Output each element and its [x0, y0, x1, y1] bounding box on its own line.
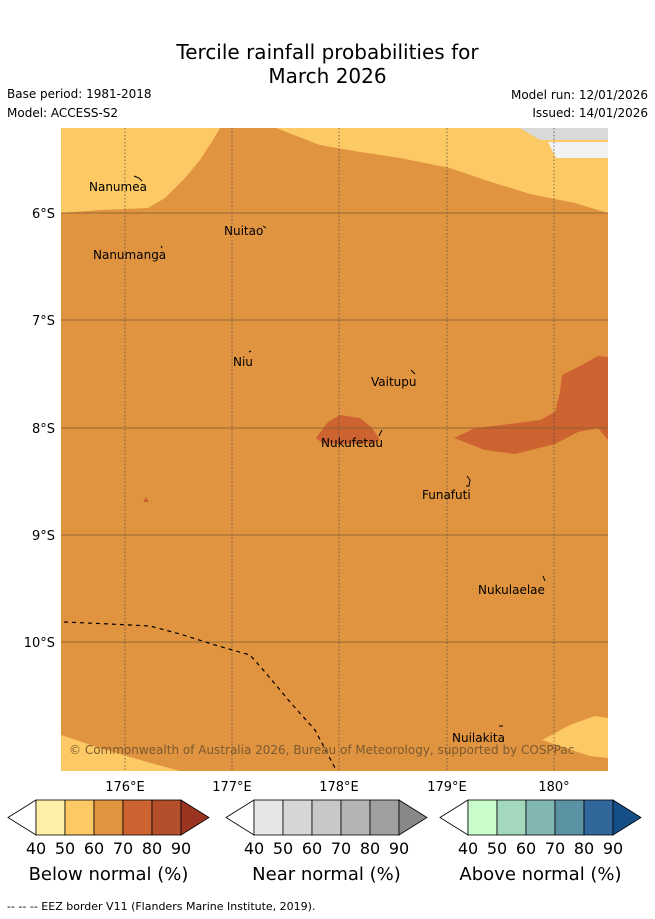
place-label-nuitao: Nuitao: [224, 224, 263, 238]
eez-border: [63, 621, 336, 769]
map-fill-layer: [61, 128, 608, 771]
region-50-60-top-right: [276, 128, 608, 213]
region-50-60-bottom-left: [61, 735, 180, 771]
region-50-60-bottom-right: [542, 716, 608, 758]
island-mark-nukufetau: [378, 429, 383, 437]
legend-arrow-low: [225, 799, 255, 836]
place-label-nanumea: Nanumea: [89, 180, 147, 194]
copyright-notice: © Commonwealth of Australia 2026, Bureau…: [69, 743, 574, 757]
legend-tick-label: 50: [55, 839, 75, 858]
legend-near-normal: 40 50 60 70 80 90 Near normal (%): [225, 799, 428, 885]
legend-tick-label: 80: [574, 839, 594, 858]
island-mark-niu: [248, 350, 252, 353]
legend-tick-label: 40: [26, 839, 46, 858]
region-70-80-nukufetau: [316, 415, 380, 444]
island-mark-nanumea: [133, 175, 143, 182]
rainfall-map: Nanumea Nuitao Nanumanga Niu Vaitupu Nuk…: [24, 128, 608, 795]
legend-swatch: [369, 799, 400, 836]
legend-tick-label: 60: [302, 839, 322, 858]
legend-tick-label: 50: [273, 839, 293, 858]
legend-swatch: [64, 799, 95, 836]
legend-swatch: [122, 799, 153, 836]
legend-tick-label: 60: [84, 839, 104, 858]
legend-tick-label: 70: [545, 839, 565, 858]
place-label-nanumanga: Nanumanga: [93, 248, 166, 262]
region-near-normal-strip: [548, 142, 608, 158]
legend-tick-label: 70: [113, 839, 133, 858]
legend-title: Near normal (%): [252, 864, 401, 885]
place-label-funafuti: Funafuti: [422, 488, 471, 502]
legend-arrow-high: [398, 799, 428, 836]
eez-footnote: -- -- -- EEZ border V11 (Flanders Marine…: [7, 900, 316, 913]
legend-swatch: [496, 799, 527, 836]
island-mark-nuitao: [262, 225, 267, 229]
legend-tick-label: 90: [389, 839, 409, 858]
island-mark-vaitupu: [410, 369, 416, 375]
legend-above-normal: 40 50 60 70 80 90 Above normal (%): [439, 799, 642, 885]
place-label-nuilakita: Nuilakita: [452, 731, 505, 745]
legend-title: Below normal (%): [29, 864, 189, 885]
legend-swatch: [554, 799, 585, 836]
legend-below-normal: 40 50 60 70 80 90 Below normal (%): [7, 799, 210, 885]
legend-arrow-high: [612, 799, 642, 836]
longitude-labels: 176°E 177°E 178°E 179°E 180°: [105, 780, 569, 795]
latitude-labels: 6°S 7°S 8°S 9°S 10°S: [24, 207, 55, 651]
colorbar-legends: 40 50 60 70 80 90 Below normal (%) 40 50 60 70 80 90…: [7, 799, 642, 885]
region-50-60-top-left: [61, 128, 220, 213]
place-labels: Nanumea Nuitao Nanumanga Niu Vaitupu Nuk…: [89, 180, 545, 745]
model-run: Model run: 12/01/2026: [510, 88, 648, 102]
legend-swatch: [467, 799, 498, 836]
legend-arrow-low: [7, 799, 37, 836]
lon-label-176e: 176°E: [105, 780, 145, 795]
legend-swatch: [311, 799, 342, 836]
legend-tick-label: 60: [516, 839, 536, 858]
legend-tick-label: 40: [244, 839, 264, 858]
island-marks: [133, 175, 546, 727]
map-title: Tercile rainfall probabilities for March…: [0, 40, 655, 88]
region-near-normal-corner: [520, 128, 608, 140]
place-label-nukufetau: Nukufetau: [321, 436, 383, 450]
lat-label-10s: 10°S: [24, 636, 55, 651]
island-mark-nukulaelae: [542, 575, 546, 582]
title-line-2: March 2026: [268, 64, 387, 88]
legend-arrow-high: [180, 799, 210, 836]
base-period: Base period: 1981-2018: [7, 87, 152, 101]
place-label-niu: Niu: [233, 355, 253, 369]
legend-title: Above normal (%): [459, 864, 621, 885]
place-label-vaitupu: Vaitupu: [371, 375, 417, 389]
legend-swatch: [93, 799, 124, 836]
lon-label-178e: 178°E: [319, 780, 359, 795]
place-label-nukulaelae: Nukulaelae: [478, 583, 545, 597]
legend-swatch: [253, 799, 284, 836]
legend-swatch: [282, 799, 313, 836]
lon-label-179e: 179°E: [427, 780, 467, 795]
region-70-80-east: [454, 356, 608, 454]
legend-tick-label: 90: [171, 839, 191, 858]
island-mark-nanumanga: [160, 245, 163, 249]
model-name: Model: ACCESS-S2: [7, 106, 119, 120]
lon-label-177e: 177°E: [212, 780, 252, 795]
legend-tick-label: 80: [142, 839, 162, 858]
legend-tick-label: 70: [331, 839, 351, 858]
region-70-80-dot: [143, 497, 149, 502]
lat-label-6s: 6°S: [32, 207, 55, 222]
lon-label-180: 180°: [538, 780, 569, 795]
lat-label-7s: 7°S: [32, 314, 55, 329]
legend-swatch: [525, 799, 556, 836]
legend-swatch: [583, 799, 614, 836]
title-line-1: Tercile rainfall probabilities for: [176, 40, 479, 64]
island-mark-funafuti: [466, 475, 471, 487]
legend-arrow-low: [439, 799, 469, 836]
legend-tick-label: 40: [458, 839, 478, 858]
legend-swatch: [151, 799, 182, 836]
legend-tick-label: 80: [360, 839, 380, 858]
legend-tick-label: 50: [487, 839, 507, 858]
legend-swatch: [35, 799, 66, 836]
issued-date: Issued: 14/01/2026: [532, 106, 648, 120]
graticule: [61, 128, 608, 771]
legend-swatch: [340, 799, 371, 836]
lat-label-9s: 9°S: [32, 529, 55, 544]
legend-tick-label: 90: [603, 839, 623, 858]
lat-label-8s: 8°S: [32, 422, 55, 437]
